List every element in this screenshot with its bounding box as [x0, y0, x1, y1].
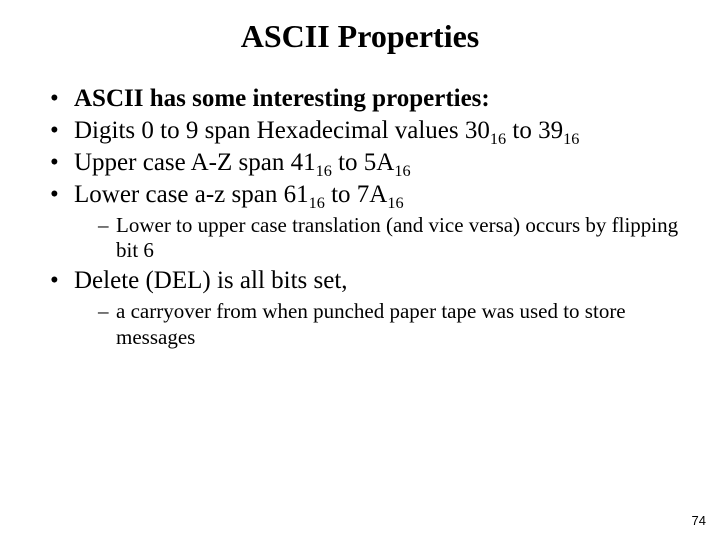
bullet-2-mid: to 39: [506, 117, 563, 144]
bullet-3-sub1: 16: [316, 162, 332, 180]
bullet-5-text: Delete (DEL) is all bits set,: [74, 267, 348, 294]
bullet-4-pre: Lower case a-z span 61: [74, 181, 309, 208]
bullet-list: ASCII has some interesting properties: D…: [30, 83, 690, 350]
sub-bullet-5-1: a carryover from when punched paper tape…: [98, 299, 690, 349]
bullet-3-pre: Upper case A-Z span 41: [74, 149, 316, 176]
sub-bullet-list-1: Lower to upper case translation (and vic…: [74, 213, 690, 263]
bullet-item-2: Digits 0 to 9 span Hexadecimal values 30…: [50, 115, 690, 147]
page-number: 74: [692, 513, 706, 528]
bullet-item-1: ASCII has some interesting properties:: [50, 83, 690, 115]
bullet-3-mid: to 5A: [332, 149, 395, 176]
bullet-item-4: Lower case a-z span 6116 to 7A16 Lower t…: [50, 179, 690, 263]
slide-title: ASCII Properties: [30, 18, 690, 55]
bullet-item-5: Delete (DEL) is all bits set, a carryove…: [50, 265, 690, 349]
sub-bullet-list-2: a carryover from when punched paper tape…: [74, 299, 690, 349]
bullet-2-sub1: 16: [490, 130, 506, 148]
bullet-1-text: ASCII has some interesting properties:: [74, 85, 490, 112]
bullet-4-sub2: 16: [387, 194, 403, 212]
bullet-2-pre: Digits 0 to 9 span Hexadecimal values 30: [74, 117, 490, 144]
bullet-4-mid: to 7A: [325, 181, 388, 208]
bullet-4-sub1: 16: [309, 194, 325, 212]
bullet-3-sub2: 16: [394, 162, 410, 180]
bullet-2-sub2: 16: [563, 130, 579, 148]
sub-bullet-4-1: Lower to upper case translation (and vic…: [98, 213, 690, 263]
bullet-item-3: Upper case A-Z span 4116 to 5A16: [50, 147, 690, 179]
